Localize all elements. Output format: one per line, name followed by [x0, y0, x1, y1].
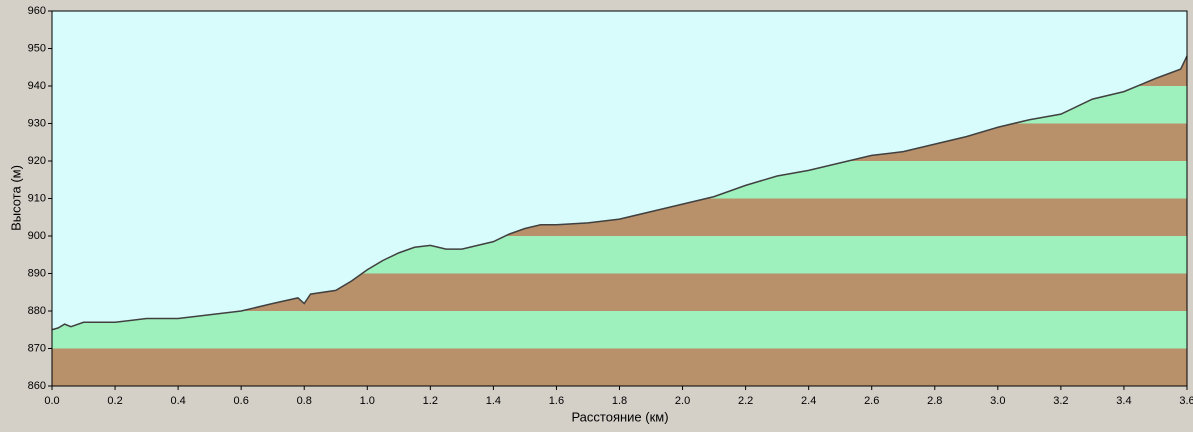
y-axis-title: Высота (м)	[8, 165, 23, 231]
x-tick-label: 2.8	[927, 395, 942, 407]
x-tick-label: 0.6	[234, 395, 249, 407]
x-tick-label: 1.6	[549, 395, 564, 407]
x-tick-label: 2.4	[801, 395, 816, 407]
x-tick-label: 1.0	[360, 395, 375, 407]
x-tick-label: 2.0	[675, 395, 690, 407]
y-tick-label: 940	[28, 80, 46, 92]
band	[52, 311, 1187, 349]
y-tick-label: 900	[28, 230, 46, 242]
x-tick-label: 2.6	[864, 395, 879, 407]
x-tick-label: 3.0	[990, 395, 1005, 407]
x-tick-label: 1.4	[486, 395, 501, 407]
x-axis-title: Расстояние (км)	[571, 409, 668, 424]
y-tick-label: 960	[28, 5, 46, 17]
x-tick-label: 0.8	[297, 395, 312, 407]
x-tick-label: 1.8	[612, 395, 627, 407]
y-tick-label: 890	[28, 267, 46, 279]
y-tick-label: 910	[28, 192, 46, 204]
x-tick-label: 3.6	[1179, 395, 1193, 407]
x-tick-label: 0.2	[107, 395, 122, 407]
y-tick-label: 950	[28, 42, 46, 54]
x-tick-label: 1.2	[423, 395, 438, 407]
y-tick-label: 930	[28, 117, 46, 129]
x-tick-label: 0.0	[44, 395, 59, 407]
y-tick-label: 870	[28, 342, 46, 354]
x-tick-label: 0.4	[170, 395, 185, 407]
y-tick-label: 860	[28, 380, 46, 392]
x-tick-label: 2.2	[738, 395, 753, 407]
profile-line	[51, 55, 1188, 331]
band	[52, 348, 1187, 386]
x-tick-label: 3.2	[1053, 395, 1068, 407]
y-tick-label: 880	[28, 305, 46, 317]
x-tick-label: 3.4	[1116, 395, 1131, 407]
y-tick-label: 920	[28, 155, 46, 167]
